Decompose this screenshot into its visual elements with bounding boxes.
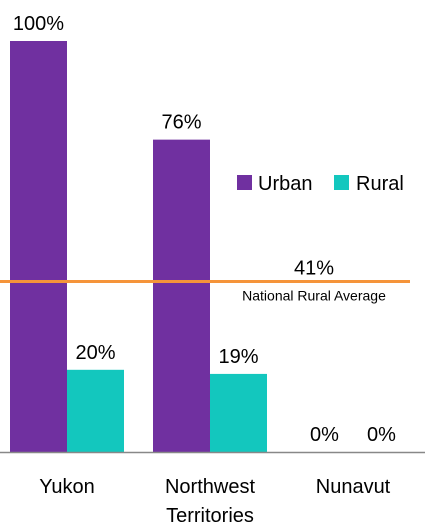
bar-rural-0 — [67, 369, 124, 452]
legend-label-urban: Urban — [258, 173, 312, 195]
bars-group — [10, 41, 267, 452]
reference-value-label: 41% — [294, 257, 334, 279]
category-label-1-1: Territories — [166, 505, 254, 527]
data-label-urban-2: 0% — [310, 424, 339, 446]
category-label-0-0: Yukon — [39, 476, 95, 498]
data-label-rural-1: 19% — [218, 346, 258, 368]
legend: Urban Rural — [237, 173, 404, 195]
value-labels-group: 100% 20% 76% 19% 0% 0% — [13, 13, 396, 446]
data-label-urban-1: 76% — [161, 112, 201, 134]
legend-label-rural: Rural — [356, 173, 404, 195]
bar-urban-1 — [153, 139, 210, 452]
reference-line-label: National Rural Average — [242, 287, 386, 303]
data-label-urban-0: 100% — [13, 13, 64, 35]
category-labels-group: Yukon Northwest Territories Nunavut — [39, 476, 390, 527]
reference-line-group: 41% National Rural Average — [0, 257, 410, 303]
category-label-2-0: Nunavut — [316, 476, 391, 498]
category-label-1-0: Northwest — [165, 476, 255, 498]
data-label-rural-2: 0% — [367, 424, 396, 446]
legend-swatch-urban — [237, 175, 252, 190]
bar-urban-0 — [10, 41, 67, 452]
bar-rural-1 — [210, 373, 267, 452]
data-label-rural-0: 20% — [75, 342, 115, 364]
legend-swatch-rural — [334, 175, 349, 190]
